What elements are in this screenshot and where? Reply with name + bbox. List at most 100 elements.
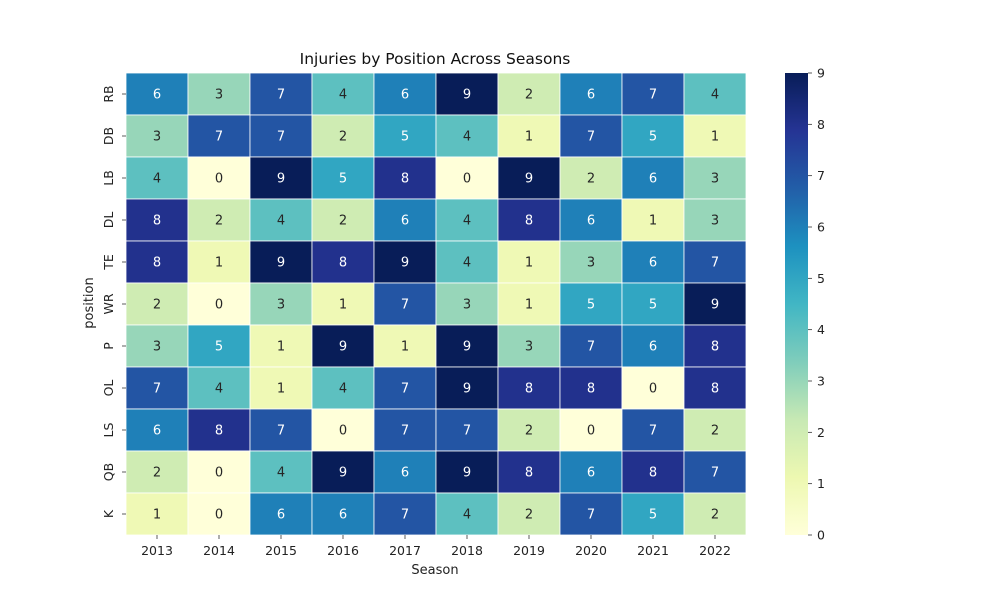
heatmap-cell <box>311 408 375 452</box>
y-tick-label: DB <box>101 127 116 145</box>
x-tick-label: 2014 <box>203 543 235 558</box>
heatmap-cell <box>187 240 251 284</box>
heatmap-cell <box>249 492 313 536</box>
cell-value-label: 2 <box>153 298 161 313</box>
heatmap-cell <box>435 198 499 242</box>
heatmap-cell <box>435 114 499 158</box>
cell-value-label: 2 <box>215 214 223 229</box>
y-tick-label: LS <box>101 422 116 437</box>
cell-value-label: 1 <box>277 382 285 397</box>
heatmap-cell <box>497 240 561 284</box>
heatmap-cell <box>125 324 189 368</box>
cell-value-label: 7 <box>401 382 409 397</box>
cell-value-label: 9 <box>711 298 719 313</box>
heatmap-cell <box>559 450 623 494</box>
cell-value-label: 9 <box>401 256 409 271</box>
colorbar-gradient <box>785 73 808 535</box>
heatmap-cell <box>621 366 685 410</box>
cell-value-label: 6 <box>649 256 657 271</box>
x-tick-label: 2018 <box>451 543 483 558</box>
cell-value-label: 6 <box>401 466 409 481</box>
heatmap-cell <box>187 114 251 158</box>
colorbar-tick-label: 3 <box>817 374 825 389</box>
cell-value-label: 6 <box>587 214 595 229</box>
heatmap-cell <box>683 156 747 200</box>
cell-value-label: 7 <box>401 298 409 313</box>
heatmap-cell <box>311 450 375 494</box>
cell-value-label: 8 <box>525 466 533 481</box>
x-tick-label: 2019 <box>513 543 545 558</box>
cell-value-label: 5 <box>649 508 657 523</box>
heatmap-cell <box>497 450 561 494</box>
y-tick-label: OL <box>101 380 116 397</box>
cell-value-label: 7 <box>711 466 719 481</box>
cell-value-label: 7 <box>587 130 595 145</box>
heatmap-cell <box>559 240 623 284</box>
cell-value-label: 1 <box>525 130 533 145</box>
heatmap-cell <box>683 492 747 536</box>
heatmap-cell <box>683 450 747 494</box>
cell-value-label: 4 <box>463 130 471 145</box>
heatmap-cell <box>559 324 623 368</box>
cell-value-label: 4 <box>277 466 285 481</box>
colorbar-tick-label: 9 <box>817 66 825 81</box>
cell-value-label: 3 <box>711 214 719 229</box>
y-tick-label: QB <box>101 463 116 481</box>
heatmap-cell <box>683 114 747 158</box>
cell-value-label: 7 <box>277 130 285 145</box>
cell-value-label: 7 <box>401 424 409 439</box>
heatmap-cell <box>311 324 375 368</box>
cell-value-label: 1 <box>525 298 533 313</box>
heatmap-cell <box>311 282 375 326</box>
cell-value-label: 6 <box>587 88 595 103</box>
cell-value-label: 2 <box>339 130 347 145</box>
cell-value-label: 4 <box>215 382 223 397</box>
colorbar-tick-label: 7 <box>817 168 825 183</box>
heatmap-cell <box>249 72 313 116</box>
heatmap-cell <box>683 366 747 410</box>
cell-value-label: 7 <box>649 424 657 439</box>
cell-value-label: 1 <box>711 130 719 145</box>
cell-value-label: 0 <box>649 382 657 397</box>
heatmap-cell <box>373 282 437 326</box>
x-tick-label: 2017 <box>389 543 421 558</box>
cell-value-label: 5 <box>587 298 595 313</box>
heatmap-cell <box>621 240 685 284</box>
colorbar-tick-label: 5 <box>817 271 825 286</box>
cell-value-label: 1 <box>339 298 347 313</box>
cell-value-label: 0 <box>339 424 347 439</box>
cell-value-label: 0 <box>215 466 223 481</box>
cell-value-label: 7 <box>463 424 471 439</box>
cell-value-label: 5 <box>339 172 347 187</box>
cell-value-label: 9 <box>463 382 471 397</box>
cell-value-label: 3 <box>153 130 161 145</box>
cell-value-label: 3 <box>215 88 223 103</box>
heatmap-cell <box>497 366 561 410</box>
colorbar: 0 1 2 3 4 5 6 7 8 9 <box>785 66 825 543</box>
heatmap-cell <box>249 156 313 200</box>
y-tick-label: K <box>101 509 116 518</box>
cell-value-label: 3 <box>525 340 533 355</box>
colorbar-tick-label: 4 <box>817 322 825 337</box>
cell-value-label: 4 <box>463 214 471 229</box>
cell-value-label: 7 <box>401 508 409 523</box>
y-tick-label: RB <box>101 85 116 102</box>
x-tick-label: 2016 <box>327 543 359 558</box>
heatmap-cell <box>559 408 623 452</box>
heatmap-cell <box>621 156 685 200</box>
colorbar-tick-label: 0 <box>817 528 825 543</box>
cell-value-label: 8 <box>525 214 533 229</box>
cell-value-label: 2 <box>339 214 347 229</box>
heatmap-cell <box>683 408 747 452</box>
y-tick-label: P <box>101 342 116 350</box>
cell-value-label: 3 <box>277 298 285 313</box>
cell-value-label: 8 <box>339 256 347 271</box>
heatmap-cell <box>125 450 189 494</box>
heatmap-cell <box>683 240 747 284</box>
cell-value-label: 2 <box>711 424 719 439</box>
x-tick-label: 2015 <box>265 543 297 558</box>
heatmap-cell <box>187 408 251 452</box>
cell-value-label: 3 <box>463 298 471 313</box>
cell-value-label: 8 <box>711 340 719 355</box>
y-axis-ticks: RB DB LB DL TE WR P OL LS QB K <box>101 85 126 518</box>
